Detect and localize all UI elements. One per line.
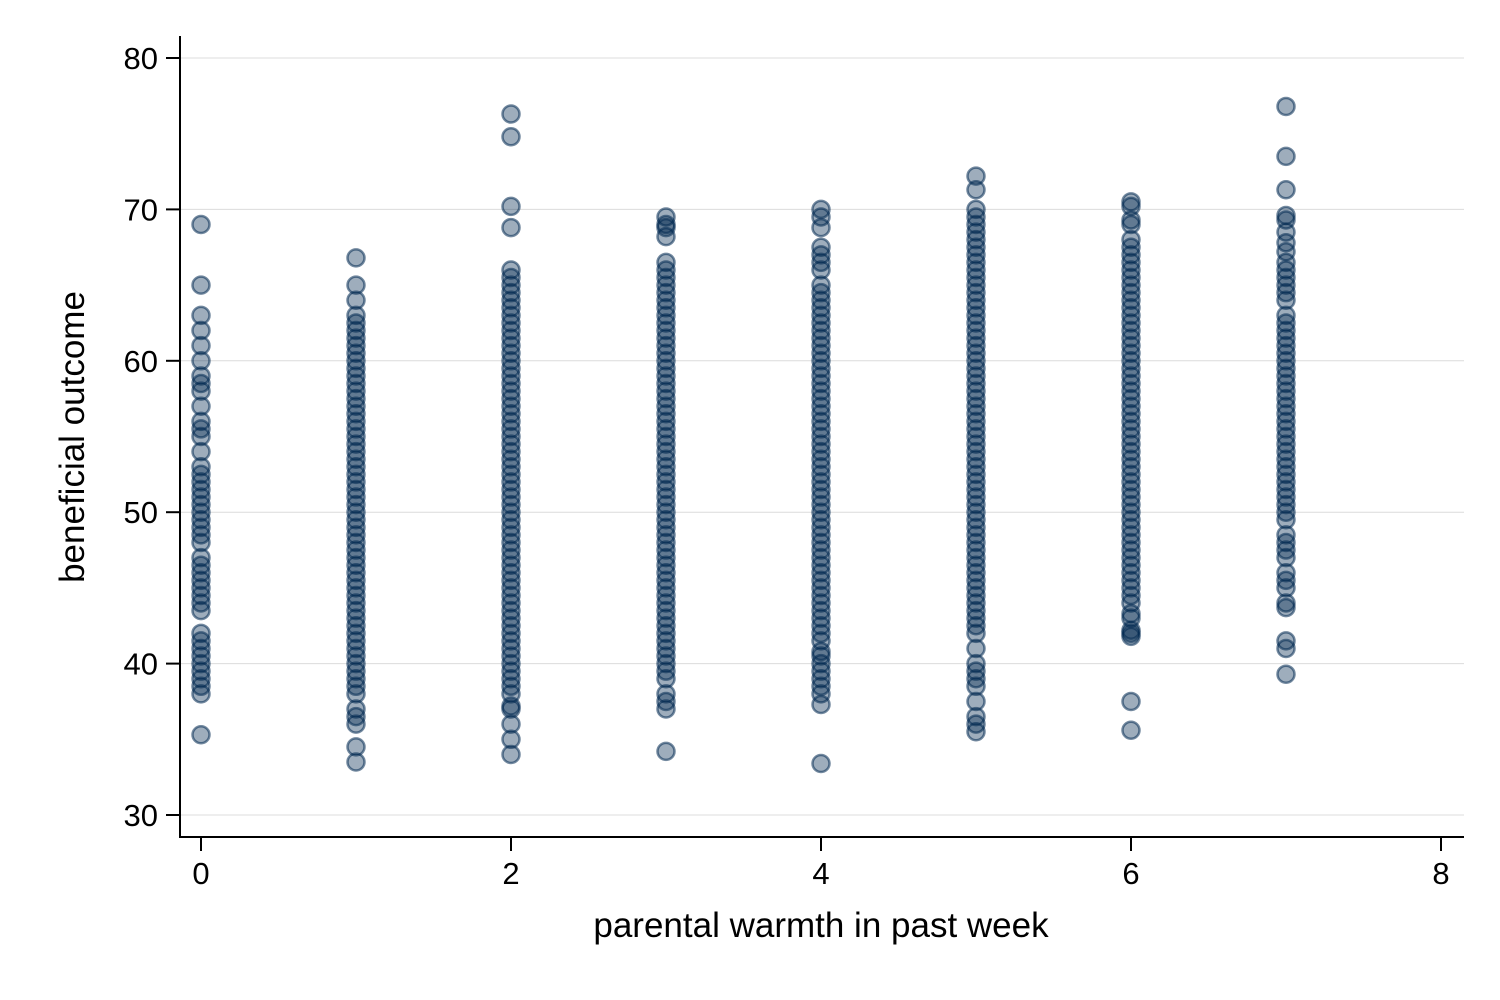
data-point — [1276, 510, 1296, 530]
data-point — [966, 676, 986, 697]
data-point — [191, 725, 211, 745]
data-point — [501, 744, 521, 765]
x-tick-label: 4 — [812, 856, 829, 891]
data-point — [811, 260, 831, 280]
data-point — [346, 714, 366, 734]
data-point — [191, 305, 211, 326]
data-point — [346, 737, 366, 757]
y-ticks: 30 40 50 60 70 80 — [124, 41, 180, 833]
data-point — [966, 691, 986, 712]
data-point — [1121, 626, 1141, 647]
data-point — [501, 104, 521, 124]
data-point — [346, 248, 366, 268]
data-point — [1276, 547, 1296, 568]
data-point — [501, 126, 521, 147]
data-point — [656, 699, 676, 719]
data-point — [966, 721, 986, 742]
data-point — [966, 623, 986, 644]
data-point — [191, 275, 211, 295]
data-point — [966, 179, 986, 200]
y-tick-label: 60 — [124, 344, 158, 379]
data-point — [811, 753, 831, 774]
data-point — [1276, 578, 1296, 598]
data-point — [191, 441, 211, 462]
data-point — [1276, 664, 1296, 684]
x-axis-label: parental warmth in past week — [593, 906, 1049, 945]
data-points — [191, 96, 1296, 774]
y-tick-label: 50 — [124, 495, 158, 530]
data-point — [656, 668, 676, 689]
data-point — [1276, 146, 1296, 167]
y-tick-label: 80 — [124, 41, 158, 76]
data-point — [966, 638, 986, 659]
data-point — [191, 426, 211, 447]
y-tick-label: 70 — [124, 192, 158, 227]
data-point — [966, 166, 986, 186]
data-point — [191, 532, 211, 553]
x-tick-label: 6 — [1122, 856, 1139, 891]
data-point — [1121, 720, 1141, 740]
data-point — [191, 335, 211, 356]
data-point — [501, 217, 521, 238]
data-point — [191, 684, 211, 704]
data-point — [656, 226, 676, 247]
data-point — [191, 320, 211, 341]
data-point — [191, 381, 211, 401]
data-point — [1276, 290, 1296, 310]
y-tick-label: 30 — [124, 798, 158, 833]
data-point — [501, 196, 521, 217]
data-point — [1276, 96, 1296, 117]
data-point — [656, 741, 676, 762]
data-point — [346, 275, 366, 295]
data-point — [1121, 214, 1141, 235]
data-point — [1276, 597, 1296, 618]
data-point — [811, 217, 831, 238]
data-point — [501, 714, 521, 734]
y-axis-label: beneficial outcome — [53, 291, 92, 583]
x-ticks: 0 2 4 6 8 — [192, 837, 1450, 891]
data-point — [811, 694, 831, 715]
data-point — [1276, 179, 1296, 200]
data-point — [191, 396, 211, 416]
data-point — [191, 600, 211, 621]
data-point — [346, 290, 366, 310]
x-tick-label: 0 — [192, 856, 209, 891]
data-point — [1121, 691, 1141, 712]
y-tick-label: 40 — [124, 647, 158, 682]
x-tick-label: 2 — [502, 856, 519, 891]
data-point — [501, 699, 521, 719]
data-point — [1276, 638, 1296, 659]
data-point — [191, 351, 211, 371]
data-point — [191, 214, 211, 235]
data-point — [501, 729, 521, 750]
data-point — [346, 752, 366, 772]
data-point — [346, 684, 366, 704]
x-tick-label: 8 — [1432, 856, 1449, 891]
